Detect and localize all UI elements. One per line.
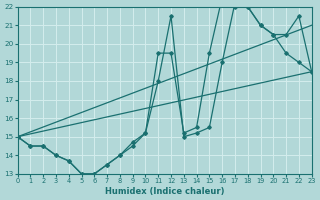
X-axis label: Humidex (Indice chaleur): Humidex (Indice chaleur) bbox=[105, 187, 224, 196]
